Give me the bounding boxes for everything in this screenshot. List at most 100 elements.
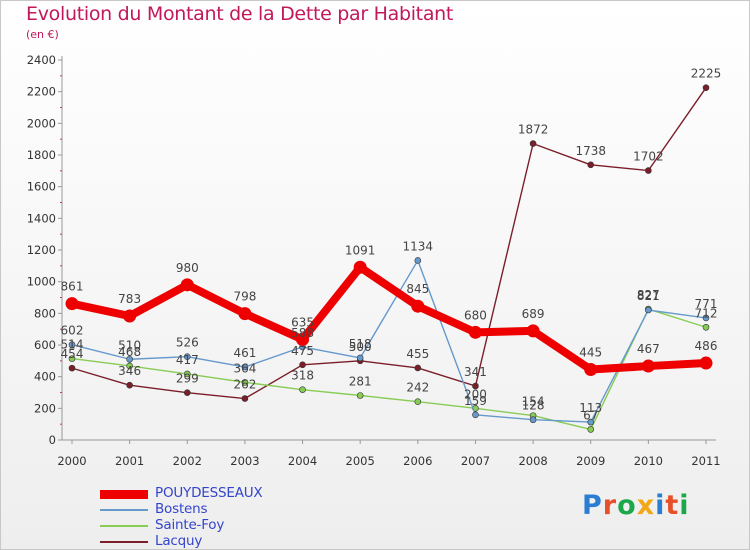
logo-letter: o xyxy=(617,490,637,521)
data-label-lacquy: 1702 xyxy=(633,150,664,164)
data-label-bostens: 1134 xyxy=(403,239,434,253)
point-sainte-foy xyxy=(241,379,249,386)
legend-swatch-lacquy xyxy=(100,541,148,543)
point-lacquy xyxy=(299,361,306,369)
data-label-lacquy: 346 xyxy=(118,364,141,378)
point-lacquy xyxy=(68,364,76,372)
point-pouydesseaux xyxy=(526,324,540,338)
y-tick-label: 2000 xyxy=(27,116,56,130)
point-bostens xyxy=(241,363,249,371)
point-bostens xyxy=(126,355,133,363)
y-tick-label: 1800 xyxy=(27,148,56,162)
data-label-pouydesseaux: 467 xyxy=(637,342,660,356)
data-label-pouydesseaux: 445 xyxy=(579,346,602,360)
data-label-pouydesseaux: 680 xyxy=(464,308,487,322)
data-label-pouydesseaux: 1091 xyxy=(345,243,376,257)
point-sainte-foy xyxy=(587,426,595,433)
series-line-bostens xyxy=(71,259,707,423)
y-tick-label: 1400 xyxy=(27,211,56,225)
chart-title: Evolution du Montant de la Dette par Hab… xyxy=(26,3,454,25)
data-label-bostens: 771 xyxy=(695,297,718,311)
point-lacquy xyxy=(183,389,191,396)
data-label-lacquy: 341 xyxy=(464,365,487,379)
y-tick-label: 0 xyxy=(49,433,56,447)
x-tick-label: 2001 xyxy=(115,454,144,468)
y-tick-label: 1000 xyxy=(27,275,56,289)
data-labels-layer: 454 346 299 262 475 500 455 341 1872 1738 1702 2225… xyxy=(61,67,722,423)
x-tick-label: 2003 xyxy=(230,454,259,468)
data-label-pouydesseaux: 635 xyxy=(291,315,314,329)
data-label-pouydesseaux: 798 xyxy=(233,290,256,304)
point-pouydesseaux xyxy=(296,332,310,346)
y-tick-label: 200 xyxy=(34,401,56,415)
data-label-lacquy: 455 xyxy=(406,347,429,361)
legend-label-lacquy: Lacquy xyxy=(155,533,203,549)
data-label-sainte-foy: 242 xyxy=(406,381,429,395)
point-pouydesseaux xyxy=(180,278,194,292)
point-lacquy xyxy=(645,167,652,174)
legend-swatch-bostens xyxy=(100,509,148,511)
data-label-lacquy: 2225 xyxy=(691,67,722,81)
series-line-sainte-foy xyxy=(71,308,707,431)
legend-label-bostens: Bostens xyxy=(155,501,208,517)
point-bostens xyxy=(702,314,710,322)
data-label-lacquy: 299 xyxy=(176,372,199,386)
x-tick-label: 2005 xyxy=(346,454,375,468)
point-bostens xyxy=(414,257,422,264)
legend-swatch-pouydesseaux xyxy=(100,489,148,499)
data-label-sainte-foy: 417 xyxy=(176,353,199,367)
point-bostens xyxy=(356,354,364,362)
point-lacquy xyxy=(472,382,479,390)
point-pouydesseaux xyxy=(584,363,598,377)
logo-letter: i xyxy=(655,490,666,521)
point-lacquy xyxy=(702,84,710,92)
y-tick-label: 400 xyxy=(34,370,56,384)
x-tick-label: 2002 xyxy=(173,454,202,468)
data-label-pouydesseaux: 486 xyxy=(695,339,718,353)
data-label-sainte-foy: 514 xyxy=(61,338,84,352)
data-label-pouydesseaux: 783 xyxy=(118,292,141,306)
x-tick-label: 2007 xyxy=(461,454,490,468)
point-pouydesseaux xyxy=(65,297,79,311)
x-tick-label: 2006 xyxy=(403,454,432,468)
point-sainte-foy xyxy=(414,398,422,405)
y-tick-label: 600 xyxy=(34,338,56,352)
y-tick-label: 2400 xyxy=(27,53,56,67)
point-pouydesseaux xyxy=(238,307,252,321)
x-tick-label: 2004 xyxy=(288,454,317,468)
series-layer xyxy=(65,84,713,433)
series-line-pouydesseaux xyxy=(68,263,710,374)
data-label-bostens: 113 xyxy=(579,401,602,415)
logo-letter: x xyxy=(636,490,656,521)
point-bostens xyxy=(68,341,76,348)
x-tick-label: 2010 xyxy=(634,454,663,468)
point-sainte-foy xyxy=(126,362,133,370)
point-sainte-foy xyxy=(299,386,306,393)
data-label-bostens: 602 xyxy=(61,324,84,338)
data-label-bostens: 588 xyxy=(291,326,314,340)
point-pouydesseaux xyxy=(641,359,655,373)
data-label-bostens: 159 xyxy=(464,394,487,408)
logo-letter: i xyxy=(679,490,690,521)
data-label-sainte-foy: 318 xyxy=(291,369,314,383)
point-pouydesseaux xyxy=(353,260,367,274)
data-label-sainte-foy: 154 xyxy=(522,395,545,409)
series-line-lacquy xyxy=(71,87,707,400)
x-tick-label: 2011 xyxy=(691,454,720,468)
data-label-lacquy: 475 xyxy=(291,344,314,358)
point-lacquy xyxy=(414,364,422,372)
point-sainte-foy xyxy=(68,355,76,362)
point-lacquy xyxy=(529,140,537,147)
y-tick-label: 1200 xyxy=(27,243,56,257)
data-label-bostens: 128 xyxy=(522,399,545,413)
point-lacquy xyxy=(241,395,249,402)
x-tick-label: 2009 xyxy=(576,454,605,468)
data-label-sainte-foy: 200 xyxy=(464,387,487,401)
legend-label-pouydesseaux: POUYDESSEAUX xyxy=(155,485,263,501)
point-pouydesseaux xyxy=(468,325,482,339)
point-pouydesseaux xyxy=(411,299,425,313)
x-tick-label: 2000 xyxy=(57,454,86,468)
data-label-pouydesseaux: 861 xyxy=(61,280,84,294)
point-sainte-foy xyxy=(356,392,364,399)
